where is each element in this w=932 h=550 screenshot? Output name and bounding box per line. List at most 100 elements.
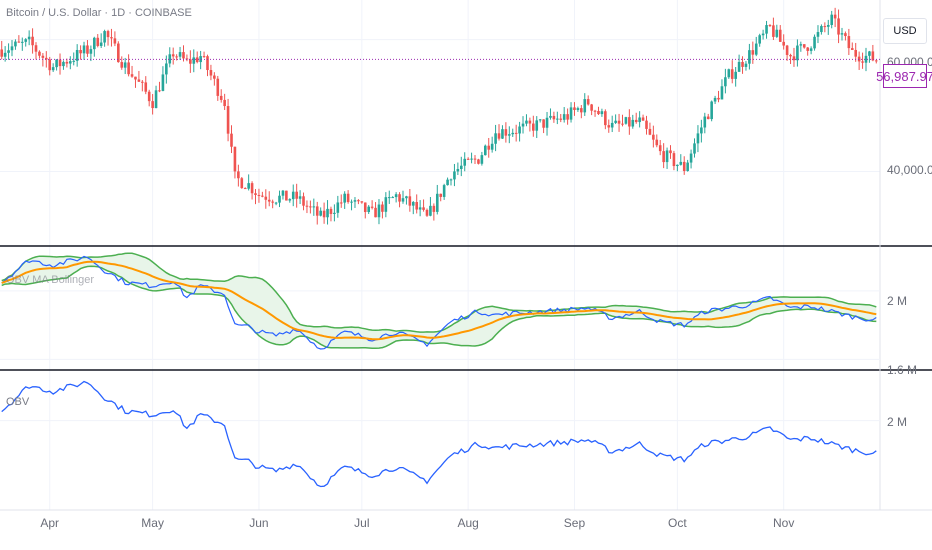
candlestick-series[interactable] xyxy=(0,7,880,225)
candle[interactable] xyxy=(679,154,683,166)
candle[interactable] xyxy=(525,114,528,127)
candle[interactable] xyxy=(772,17,775,40)
candle[interactable] xyxy=(0,40,4,60)
candle[interactable] xyxy=(737,54,741,72)
candle[interactable] xyxy=(490,136,494,153)
candle[interactable] xyxy=(868,50,871,63)
candle[interactable] xyxy=(288,198,292,203)
candle[interactable] xyxy=(809,46,813,55)
candle[interactable] xyxy=(14,39,17,50)
candle[interactable] xyxy=(10,40,14,57)
candle[interactable] xyxy=(789,53,792,65)
candle[interactable] xyxy=(837,9,840,44)
candle[interactable] xyxy=(823,22,827,33)
candle[interactable] xyxy=(113,31,117,47)
candle[interactable] xyxy=(466,157,470,160)
candle[interactable] xyxy=(573,102,576,116)
candle[interactable] xyxy=(96,34,100,48)
candle[interactable] xyxy=(730,60,734,84)
candle[interactable] xyxy=(137,70,141,82)
candle[interactable] xyxy=(391,196,395,199)
candle[interactable] xyxy=(724,68,727,94)
candle[interactable] xyxy=(346,190,350,204)
candle[interactable] xyxy=(315,201,319,225)
candle[interactable] xyxy=(748,43,751,70)
candle[interactable] xyxy=(545,111,549,136)
candle[interactable] xyxy=(580,105,583,119)
candle[interactable] xyxy=(237,164,240,187)
candle[interactable] xyxy=(518,121,521,142)
candle[interactable] xyxy=(833,7,837,28)
candle[interactable] xyxy=(93,36,96,57)
candle[interactable] xyxy=(271,199,274,209)
currency-button[interactable]: USD xyxy=(883,18,927,44)
candle[interactable] xyxy=(384,192,388,218)
candle[interactable] xyxy=(830,10,834,29)
candle[interactable] xyxy=(247,174,250,191)
candle[interactable] xyxy=(65,58,69,68)
candle[interactable] xyxy=(171,47,175,65)
candle[interactable] xyxy=(576,106,580,112)
candle[interactable] xyxy=(535,116,539,139)
candle[interactable] xyxy=(593,109,597,117)
candle[interactable] xyxy=(676,164,679,172)
candle[interactable] xyxy=(717,90,720,103)
candle[interactable] xyxy=(686,159,689,172)
candle[interactable] xyxy=(394,192,398,203)
candle[interactable] xyxy=(69,56,72,70)
lower-band-line[interactable] xyxy=(1,265,877,350)
candle[interactable] xyxy=(7,43,10,60)
candle[interactable] xyxy=(583,93,587,116)
candle[interactable] xyxy=(624,116,628,125)
candle[interactable] xyxy=(631,114,635,129)
candle[interactable] xyxy=(425,208,429,217)
candle[interactable] xyxy=(497,124,501,141)
candle[interactable] xyxy=(621,114,624,127)
candle[interactable] xyxy=(158,81,161,93)
candle[interactable] xyxy=(295,183,298,208)
candle[interactable] xyxy=(796,39,799,67)
candle[interactable] xyxy=(216,75,220,101)
candle[interactable] xyxy=(381,201,384,219)
candle[interactable] xyxy=(487,137,491,158)
candle[interactable] xyxy=(55,59,58,71)
candle[interactable] xyxy=(528,117,532,132)
candle[interactable] xyxy=(638,111,641,128)
candle[interactable] xyxy=(586,95,590,106)
candle[interactable] xyxy=(199,50,202,70)
candle[interactable] xyxy=(744,61,748,71)
candle[interactable] xyxy=(387,190,391,204)
candle[interactable] xyxy=(514,124,518,142)
candle[interactable] xyxy=(806,46,809,56)
candle[interactable] xyxy=(319,207,322,217)
candle[interactable] xyxy=(449,178,453,186)
candle[interactable] xyxy=(727,68,731,79)
candle[interactable] xyxy=(353,197,357,208)
candle[interactable] xyxy=(226,98,230,142)
candle[interactable] xyxy=(754,36,758,57)
candle[interactable] xyxy=(357,199,360,205)
obv-bollinger-series[interactable] xyxy=(0,252,880,360)
candle[interactable] xyxy=(363,202,367,219)
obv-title[interactable]: OBV xyxy=(6,396,30,408)
candle[interactable] xyxy=(597,106,600,115)
candle[interactable] xyxy=(326,200,329,225)
candle[interactable] xyxy=(521,116,525,134)
candle[interactable] xyxy=(813,34,816,51)
candle[interactable] xyxy=(185,54,189,62)
candle[interactable] xyxy=(477,158,480,165)
candle[interactable] xyxy=(257,188,261,203)
candle[interactable] xyxy=(871,44,875,62)
candle[interactable] xyxy=(840,27,844,41)
candle[interactable] xyxy=(195,51,199,64)
candle[interactable] xyxy=(703,112,707,134)
candle[interactable] xyxy=(820,24,823,35)
candle[interactable] xyxy=(264,189,268,209)
candle[interactable] xyxy=(741,56,744,74)
candle[interactable] xyxy=(48,56,52,76)
candle[interactable] xyxy=(233,146,237,179)
candle[interactable] xyxy=(775,24,779,39)
candle[interactable] xyxy=(62,60,65,70)
candle[interactable] xyxy=(682,156,686,175)
